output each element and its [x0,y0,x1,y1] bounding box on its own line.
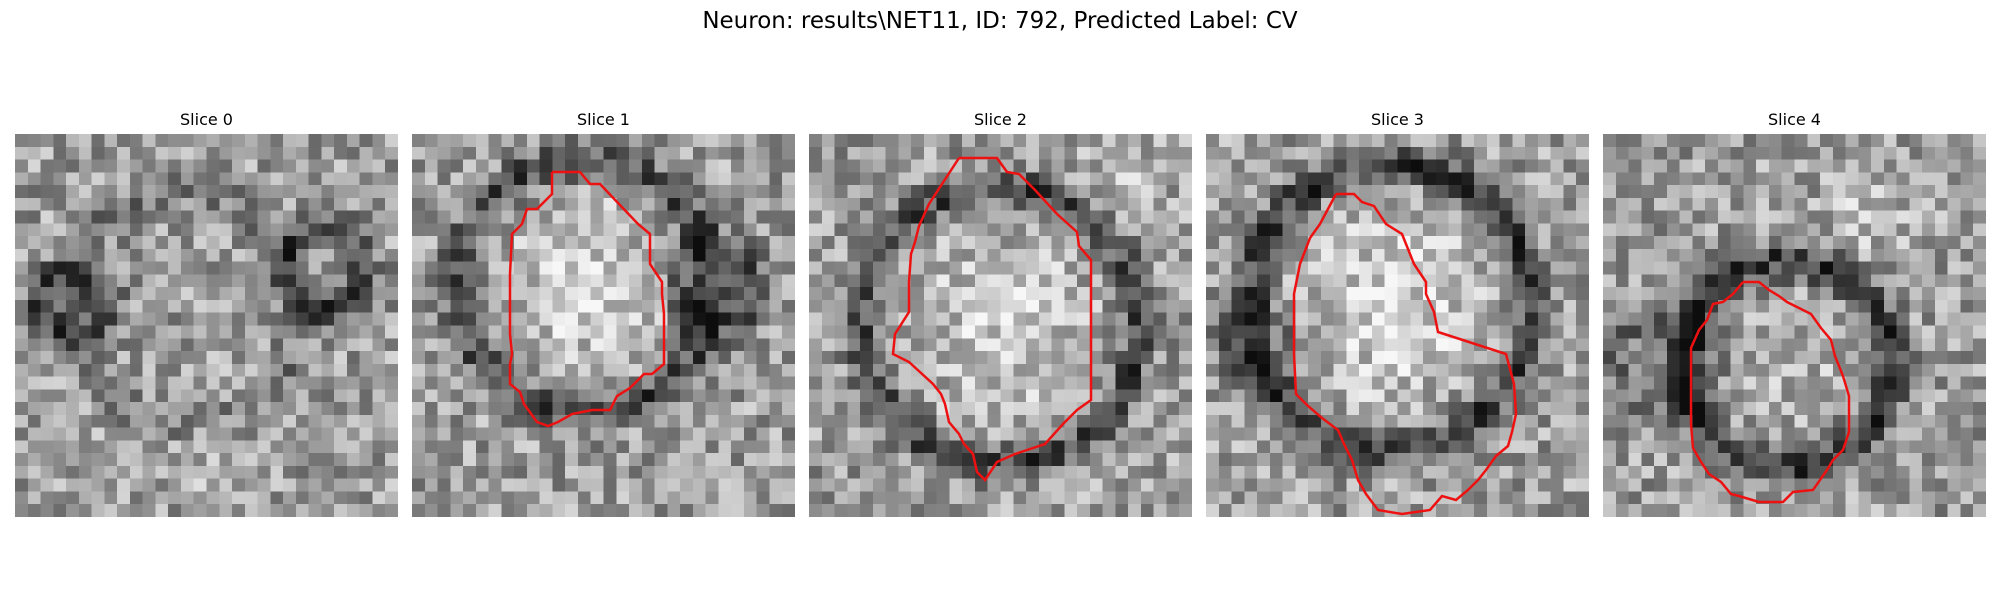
slice-title: Slice 1 [577,110,630,129]
figure-title: Neuron: results\NET11, ID: 792, Predicte… [702,8,1298,34]
grayscale-image [412,134,795,517]
grayscale-image [1603,134,1986,517]
grayscale-image [1206,134,1589,517]
slice-title: Slice 4 [1768,110,1821,129]
segmentation-contour [1292,192,1518,516]
slice-title: Slice 2 [974,110,1027,129]
segmentation-contour [508,170,666,428]
segmentation-contour [1689,280,1851,504]
grayscale-image [15,134,398,517]
grayscale-image [809,134,1192,517]
slice-title: Slice 3 [1371,110,1424,129]
slice-title: Slice 0 [180,110,233,129]
segmentation-contour [891,156,1093,482]
